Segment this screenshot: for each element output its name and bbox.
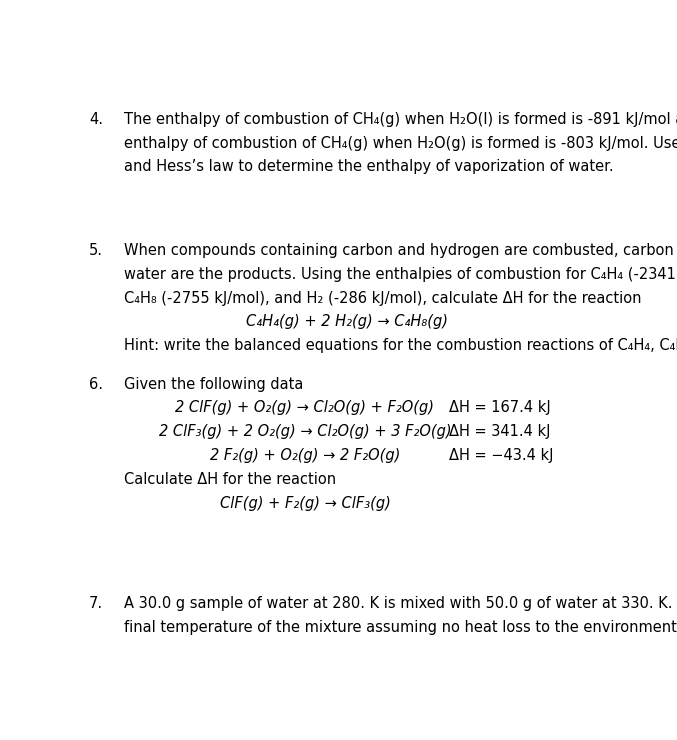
Text: 7.: 7. [89, 596, 103, 611]
Text: 2 F₂(g) + O₂(g) → 2 F₂O(g): 2 F₂(g) + O₂(g) → 2 F₂O(g) [210, 448, 400, 463]
Text: enthalpy of combustion of CH₄(g) when H₂O(g) is formed is -803 kJ/mol. Use these: enthalpy of combustion of CH₄(g) when H₂… [124, 135, 677, 150]
Text: 2 ClF(g) + O₂(g) → Cl₂O(g) + F₂O(g): 2 ClF(g) + O₂(g) → Cl₂O(g) + F₂O(g) [175, 400, 435, 415]
Text: Hint: write the balanced equations for the combustion reactions of C₄H₄, C₄H₈, a: Hint: write the balanced equations for t… [124, 338, 677, 354]
Text: ΔH = 341.4 kJ: ΔH = 341.4 kJ [450, 425, 551, 440]
Text: 6.: 6. [89, 377, 103, 391]
Text: final temperature of the mixture assuming no heat loss to the environment.: final temperature of the mixture assumin… [124, 620, 677, 635]
Text: ΔH = 167.4 kJ: ΔH = 167.4 kJ [450, 400, 551, 415]
Text: The enthalpy of combustion of CH₄(g) when H₂O(l) is formed is -891 kJ/mol and th: The enthalpy of combustion of CH₄(g) whe… [124, 112, 677, 127]
Text: A 30.0 g sample of water at 280. K is mixed with 50.0 g of water at 330. K. Calc: A 30.0 g sample of water at 280. K is mi… [124, 596, 677, 611]
Text: and Hess’s law to determine the enthalpy of vaporization of water.: and Hess’s law to determine the enthalpy… [124, 159, 613, 175]
Text: 4.: 4. [89, 112, 103, 127]
Text: Given the following data: Given the following data [124, 377, 303, 391]
Text: C₄H₈ (-2755 kJ/mol), and H₂ (-286 kJ/mol), calculate ΔH for the reaction: C₄H₈ (-2755 kJ/mol), and H₂ (-286 kJ/mol… [124, 291, 642, 306]
Text: 2 ClF₃(g) + 2 O₂(g) → Cl₂O(g) + 3 F₂O(g): 2 ClF₃(g) + 2 O₂(g) → Cl₂O(g) + 3 F₂O(g) [158, 425, 452, 440]
Text: ΔH = −43.4 kJ: ΔH = −43.4 kJ [450, 448, 554, 463]
Text: C₄H₄(g) + 2 H₂(g) → C₄H₈(g): C₄H₄(g) + 2 H₂(g) → C₄H₈(g) [246, 314, 448, 329]
Text: When compounds containing carbon and hydrogen are combusted, carbon dioxide and: When compounds containing carbon and hyd… [124, 243, 677, 258]
Text: Calculate ΔH for the reaction: Calculate ΔH for the reaction [124, 472, 336, 487]
Text: water are the products. Using the enthalpies of combustion for C₄H₄ (-2341 kJ/mo: water are the products. Using the enthal… [124, 266, 677, 282]
Text: 5.: 5. [89, 243, 103, 258]
Text: ClF(g) + F₂(g) → ClF₃(g): ClF(g) + F₂(g) → ClF₃(g) [219, 497, 391, 511]
